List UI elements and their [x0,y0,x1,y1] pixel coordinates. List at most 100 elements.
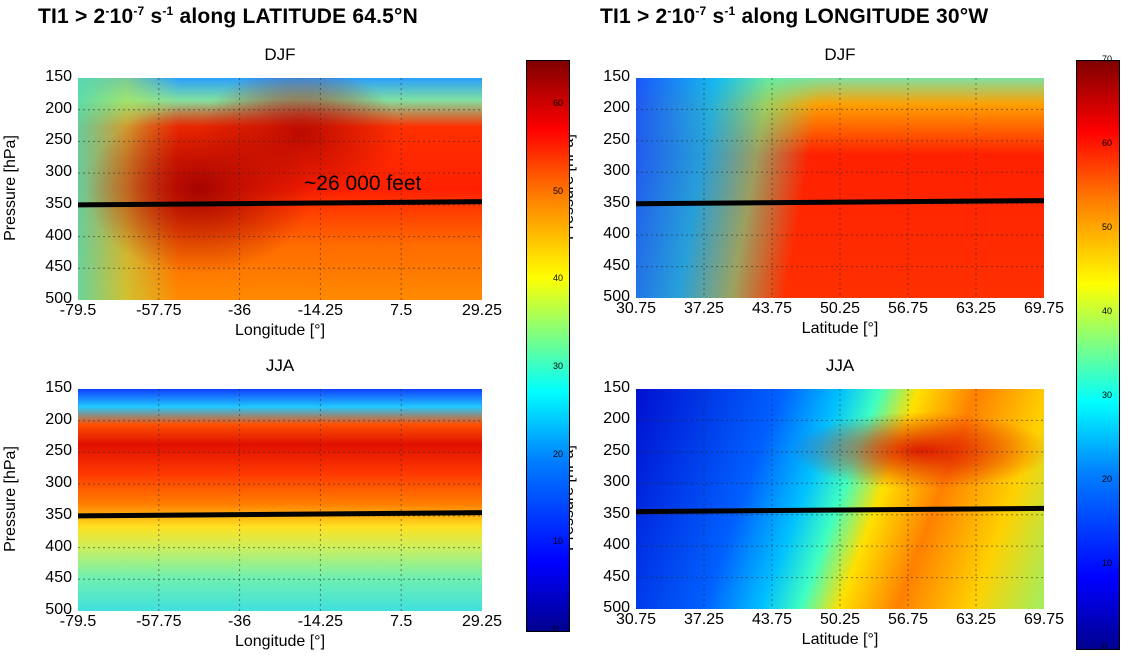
colorbar-right [1076,60,1120,650]
x-axis-label: Longitude [°] [234,633,326,650]
y-tick-label: 200 [603,410,630,428]
y-tick-label: 150 [603,68,630,85]
colorbar-tick-label: 0 [1102,642,1108,652]
colorbar-tick-label: 20 [553,448,564,459]
y-tick-label: 250 [603,441,630,459]
x-tick-label: -14.25 [297,613,344,630]
y-tick-label: 400 [45,226,72,244]
x-tick-label: 69.75 [1023,300,1065,317]
colorbar-tick-label: 50 [1102,222,1113,232]
x-tick-label: 43.75 [751,300,793,317]
y-tick-label: 400 [45,537,72,555]
x-tick-label: -14.25 [297,302,344,319]
reference-line [636,198,1044,207]
altitude-annotation: ~26 000 feet [304,172,422,195]
x-tick-label: 7.5 [390,613,413,630]
heatmap-overlay [636,389,1044,609]
y-tick-label: 250 [603,130,630,148]
x-tick-label: -36 [228,613,252,630]
y-axis-label: Pressure [hPa] [2,135,19,241]
y-tick-label: 500 [603,599,630,616]
y-tick-label: 400 [603,225,630,243]
reference-line [636,505,1044,515]
x-tick-label: 30.75 [615,611,657,628]
heatmap [78,389,482,611]
right-figure-title: TI1 > 2-10-7 s-1 along LONGITUDE 30°W [600,4,989,28]
y-tick-label: 450 [603,567,630,585]
panel-title: DJF [264,45,296,64]
x-tick-label: -57.75 [136,613,182,630]
reference-line [78,510,482,519]
reference-line [78,199,482,208]
y-tick-label: 250 [45,442,72,460]
colorbar-tick-label: 50 [553,185,564,196]
colorbar-tick-label: 20 [1102,474,1113,484]
x-tick-label: 63.25 [955,300,997,317]
y-tick-label: 350 [45,194,72,212]
x-tick-label: -79.5 [59,613,97,630]
panel-title: JJA [825,356,855,375]
heatmap-overlay [636,78,1044,298]
x-tick-label: 50.25 [819,611,861,628]
y-tick-label: 300 [603,162,630,180]
y-tick-label: 200 [45,410,72,428]
y-tick-label: 300 [45,163,72,181]
colorbar-tick-label: 10 [553,536,564,547]
colorbar-tick-label: 30 [553,360,564,371]
colorbar-tick-label: 0 [553,624,559,634]
colorbar-tick-label: 60 [1102,138,1113,148]
y-tick-label: 350 [603,504,630,522]
heatmap [78,78,482,300]
heatmap-overlay [78,78,482,300]
y-tick-label: 450 [45,569,72,587]
left-figure-title: TI1 > 2-10-7 s-1 along LATITUDE 64.5°N [38,4,419,28]
x-tick-label: 50.25 [819,300,861,317]
y-tick-label: 500 [45,290,72,307]
x-tick-label: -57.75 [136,302,182,319]
y-tick-label: 200 [45,99,72,117]
x-axis-label: Longitude [°] [234,322,326,339]
y-tick-label: 300 [45,474,72,492]
x-tick-label: 37.25 [683,300,725,317]
x-tick-label: 29.25 [461,613,503,630]
heatmap [636,389,1044,609]
panel-title: DJF [824,45,856,64]
x-tick-label: 56.75 [887,300,929,317]
y-tick-label: 150 [45,379,72,396]
heatmap [636,78,1044,298]
y-tick-label: 150 [45,68,72,85]
colorbar-tick-label: 10 [1102,558,1113,568]
x-axis-label: Latitude [°] [801,320,879,337]
colorbar-left [526,60,570,632]
x-tick-label: 7.5 [390,302,413,319]
x-tick-label: 56.75 [887,611,929,628]
x-tick-label: 69.75 [1023,611,1065,628]
colorbar-tick-label: 60 [553,97,564,108]
y-tick-label: 400 [603,536,630,554]
y-tick-label: 350 [45,505,72,523]
y-tick-label: 250 [45,131,72,149]
colorbar-tick-label: 40 [553,273,564,284]
colorbar-tick-label: 30 [1102,390,1113,400]
y-tick-label: 500 [603,288,630,305]
y-tick-label: 350 [603,193,630,211]
x-axis-label: Latitude [°] [801,631,879,648]
y-tick-label: 450 [45,258,72,276]
x-tick-label: 63.25 [955,611,997,628]
panel-title: JJA [265,356,295,375]
x-tick-label: 37.25 [683,611,725,628]
y-tick-label: 200 [603,99,630,117]
colorbar-tick-label: 70 [1102,54,1113,64]
colorbar-tick-label: 40 [1102,306,1113,316]
heatmap-overlay [78,389,482,611]
y-axis-label: Pressure [hPa] [2,446,19,552]
x-tick-label: 30.75 [615,300,657,317]
x-tick-label: -36 [228,302,252,319]
y-tick-label: 500 [45,601,72,618]
x-tick-label: 43.75 [751,611,793,628]
y-tick-label: 300 [603,473,630,491]
x-tick-label: -79.5 [59,302,97,319]
y-tick-label: 150 [603,379,630,396]
x-tick-label: 29.25 [461,302,503,319]
y-tick-label: 450 [603,256,630,274]
